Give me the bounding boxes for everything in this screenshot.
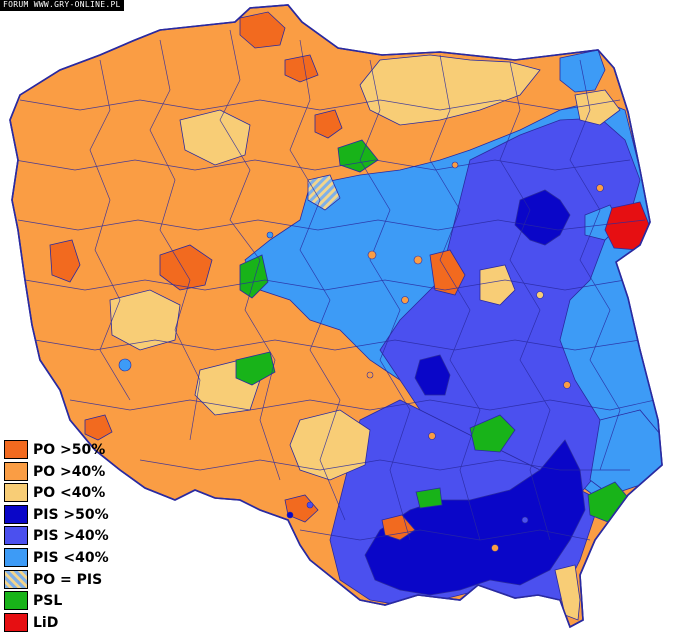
- legend-item-pis-gt50: PIS >50%: [4, 504, 154, 526]
- legend-swatch-lid: [4, 612, 28, 632]
- region-po-gt50-poznan: [159, 244, 213, 291]
- legend-item-pis-gt40: PIS >40%: [4, 526, 154, 547]
- legend-item-pis-lt40: PIS <40%: [4, 547, 154, 569]
- poland-outline: [9, 4, 663, 629]
- legend-swatch-pis-gt40: [4, 526, 28, 546]
- region-po-gt50-north-center: [314, 109, 343, 139]
- region-po-lt40-west: [109, 289, 181, 351]
- region-po-gt50-hel: [239, 11, 286, 49]
- legend-item-po-lt40: PO <40%: [4, 483, 154, 504]
- region-psl-north: [337, 139, 379, 173]
- legend-label: PO >40%: [33, 463, 106, 480]
- region-pis-gt50-south: [364, 439, 586, 596]
- legend-swatch-pis-lt40: [4, 547, 28, 567]
- legend-item-po-equal-pis: PO = PIS: [4, 569, 154, 591]
- legend-swatch-po-lt40: [4, 483, 28, 503]
- region-psl-south: [415, 487, 443, 509]
- legend-label: LiD: [33, 614, 59, 631]
- legend-swatch-po-gt40: [4, 461, 28, 481]
- region-psl-center-west: [239, 254, 269, 299]
- legend-swatch-po-equal-pis: [4, 569, 28, 589]
- region-pis-gt50-ne: [514, 189, 571, 246]
- region-psl-lublin: [469, 414, 516, 453]
- legend-item-lid: LiD: [4, 612, 154, 634]
- legend-label: PSL: [33, 593, 63, 610]
- region-po-lt40-south: [289, 409, 371, 481]
- region-po-gt50-gdansk-east: [284, 54, 319, 83]
- legend-label: PO = PIS: [33, 571, 103, 588]
- region-po-equal-pis: [307, 174, 341, 211]
- legend-item-po-gt50: PO >50%: [4, 440, 154, 461]
- region-po-lt40-north: [359, 54, 541, 126]
- region-psl-center: [235, 351, 276, 386]
- city-markers: [118, 161, 604, 552]
- forum-watermark: FORUM WWW.GRY-ONLINE.PL: [0, 0, 124, 11]
- region-po-lt40-ne-coast: [574, 89, 621, 126]
- legend-label: PO >50%: [33, 442, 106, 458]
- legend-item-po-gt40: PO >40%: [4, 461, 154, 483]
- region-po-lt40-northeast: [479, 264, 516, 306]
- map-legend: PO >50% PO >40% PO <40% PIS >50% PIS >40…: [4, 440, 154, 634]
- legend-label: PIS >50%: [33, 506, 109, 523]
- region-pis-gt50-center: [414, 354, 451, 396]
- legend-item-psl: PSL: [4, 591, 154, 612]
- legend-swatch-pis-gt50: [4, 504, 28, 524]
- region-po-lt40-center: [179, 109, 251, 166]
- legend-label: PIS <40%: [33, 549, 109, 566]
- legend-swatch-psl: [4, 591, 28, 611]
- region-po-gt50-west: [49, 239, 81, 283]
- legend-swatch-po-gt50: [4, 440, 28, 459]
- district-borders: [14, 29, 656, 541]
- region-po-gt50-krakow: [381, 514, 416, 541]
- legend-label: PO <40%: [33, 485, 106, 502]
- legend-label: PIS >40%: [33, 528, 109, 545]
- region-po-gt50-wroclaw: [84, 414, 113, 441]
